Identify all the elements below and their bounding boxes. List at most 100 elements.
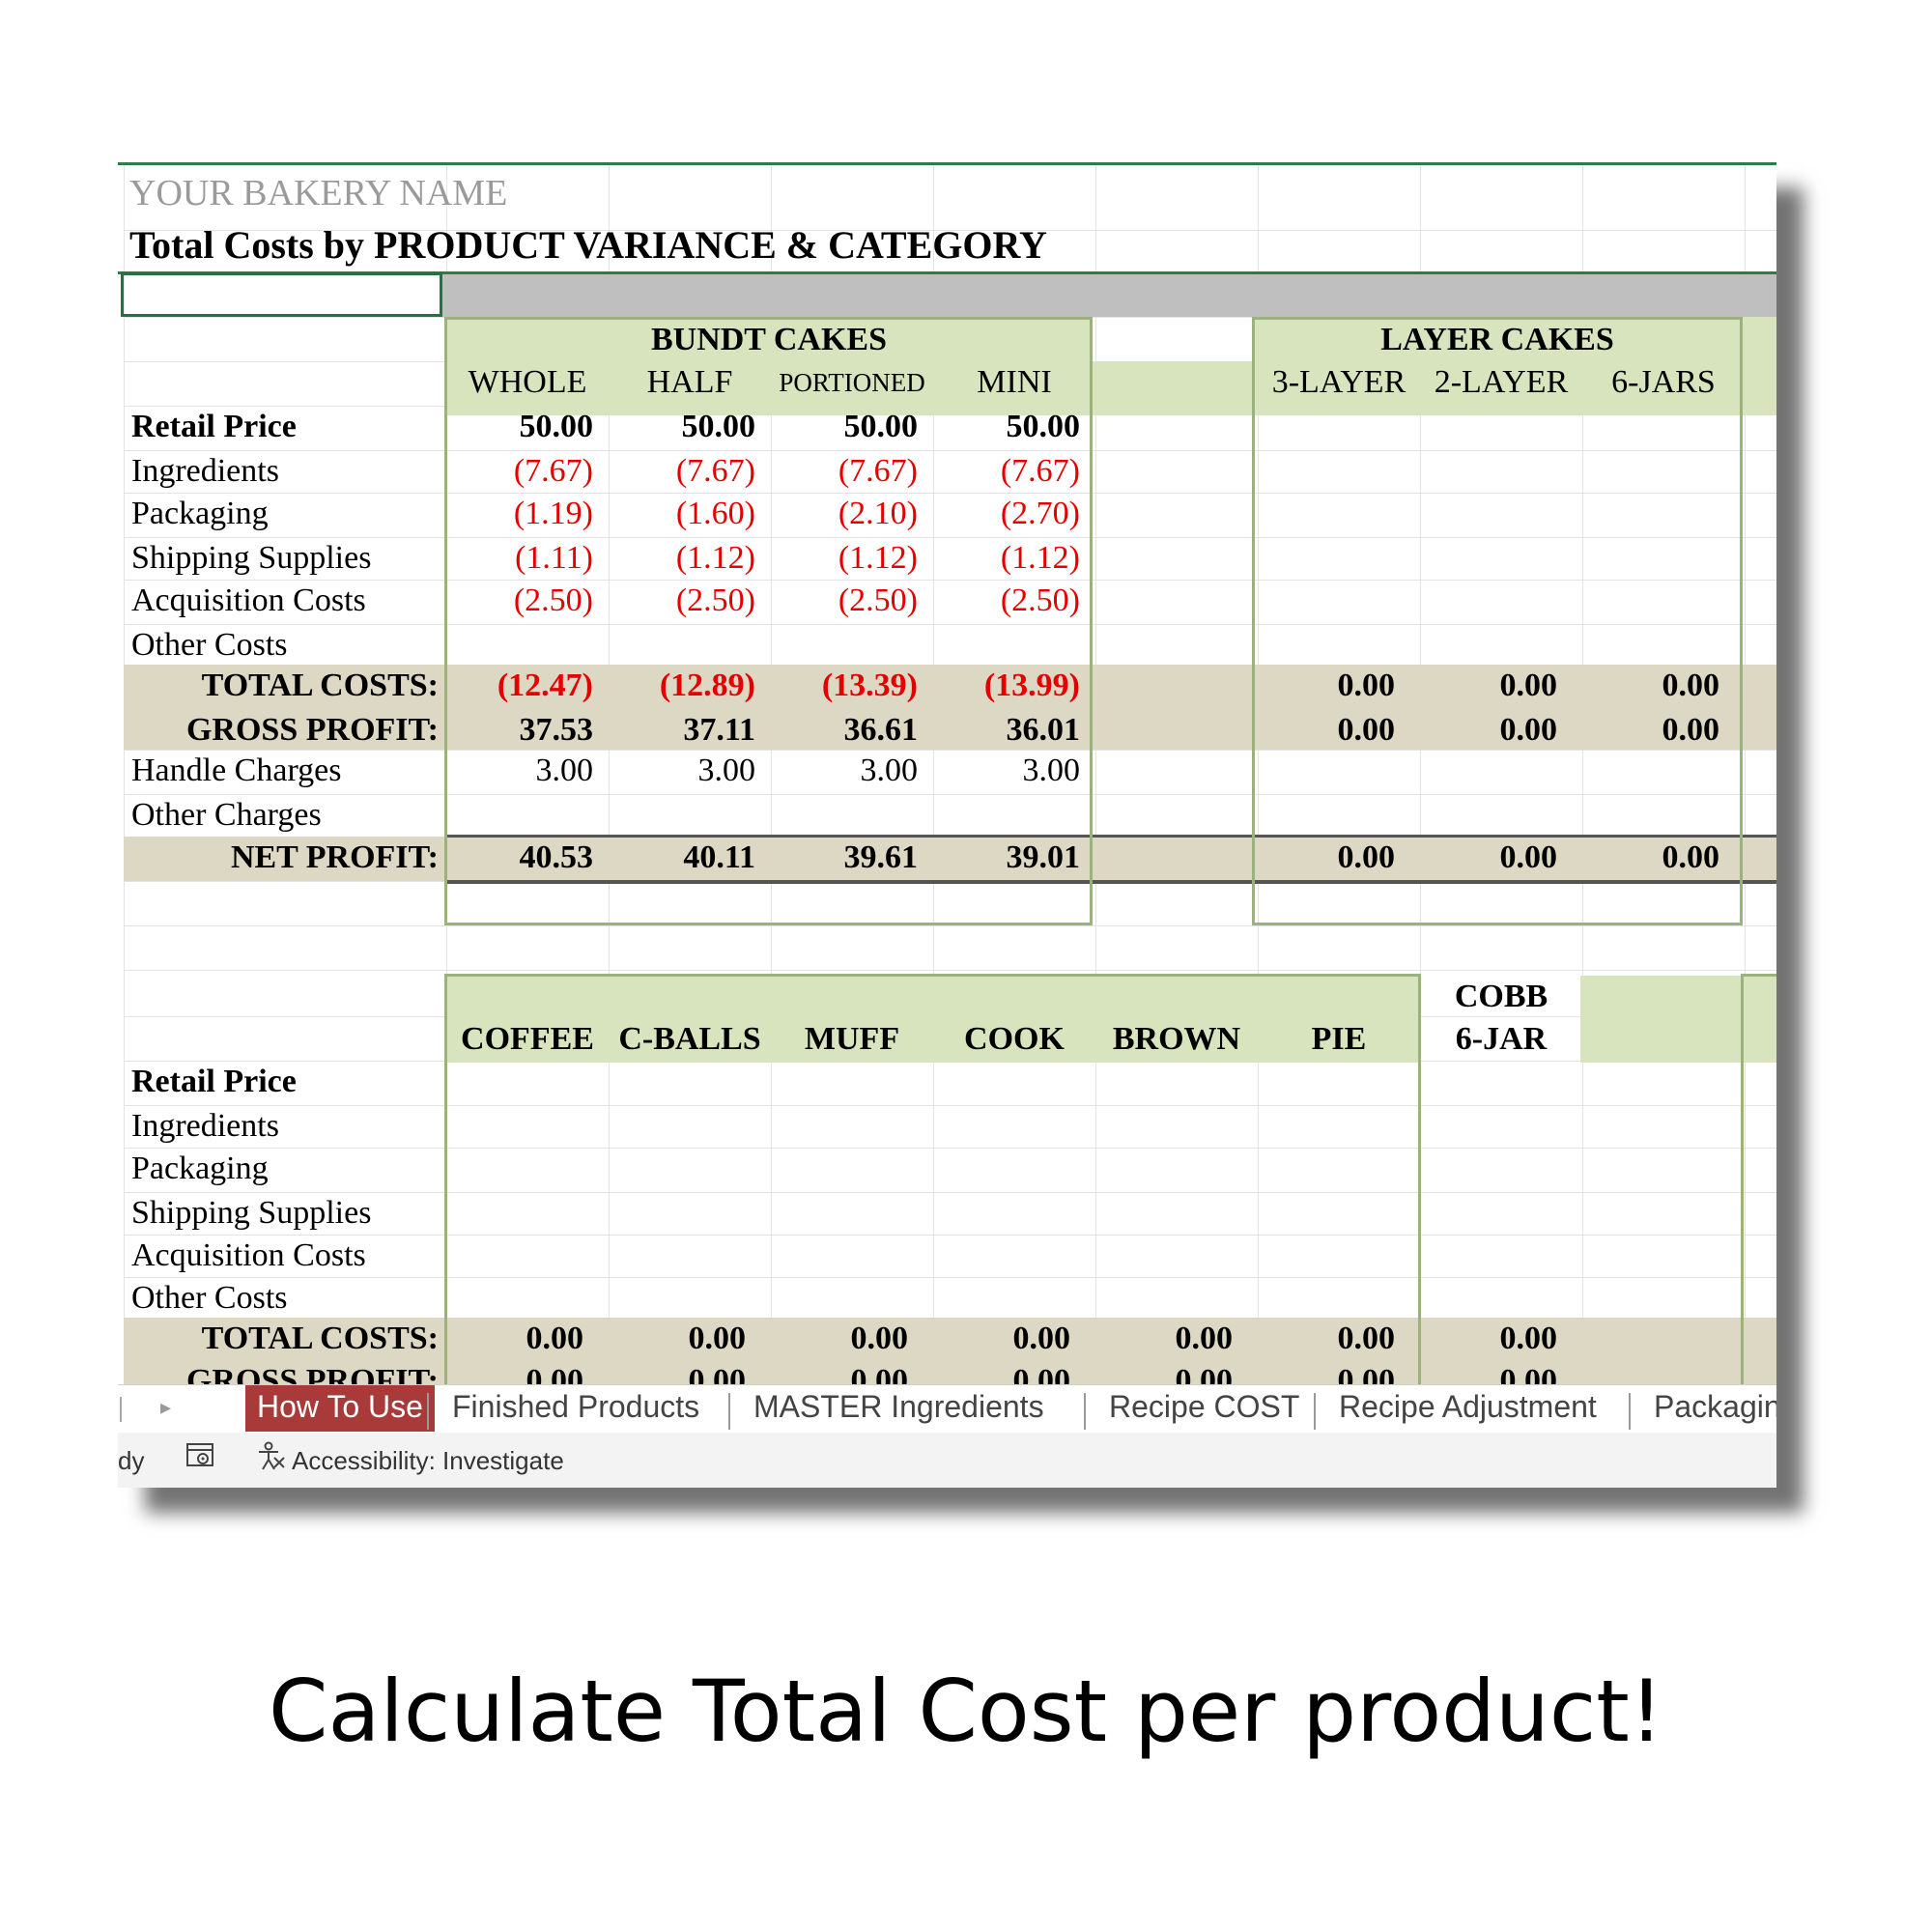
bundt-value-net-profit[interactable]: 39.01 (1006, 839, 1081, 875)
bundt-value-net-profit[interactable]: 40.53 (519, 839, 594, 875)
bundt-value-packaging[interactable]: (2.10) (838, 496, 918, 531)
bundt-value-total-costs[interactable]: (12.47) (497, 668, 593, 703)
tab-recipe-cost[interactable]: Recipe COST (1109, 1389, 1300, 1424)
column-header-coffee[interactable]: COFFEE (461, 1021, 594, 1057)
row-label-other-charges[interactable]: Other Charges (131, 797, 322, 833)
layer-cakes-header[interactable]: LAYER CAKES (1380, 322, 1614, 357)
bundt-value-ingredients[interactable]: (7.67) (513, 453, 593, 489)
layer-value-gross-profit[interactable]: 0.00 (1337, 712, 1396, 748)
bundt-value-acquisition[interactable]: (2.50) (513, 582, 593, 618)
layer-value-total-costs[interactable]: 0.00 (1337, 668, 1396, 703)
tab-packaging[interactable]: Packagin (1654, 1389, 1776, 1424)
layer-value-total-costs[interactable]: 0.00 (1499, 668, 1558, 703)
bundt-value-gross-profit[interactable]: 36.01 (1006, 712, 1081, 748)
row-label-shipping[interactable]: Shipping Supplies (131, 1195, 372, 1231)
bundt-value-handle[interactable]: 3.00 (697, 753, 756, 788)
sheet-title[interactable]: Total Costs by PRODUCT VARIANCE & CATEGO… (129, 223, 1047, 267)
cobb-header-top[interactable]: COBB (1454, 979, 1548, 1014)
bundt-value-acquisition[interactable]: (2.50) (1000, 582, 1080, 618)
bundt-value-net-profit[interactable]: 39.61 (843, 839, 919, 875)
bundt-value-total-costs[interactable]: (13.99) (983, 668, 1080, 703)
table2-value-total-costs[interactable]: 0.00 (1012, 1321, 1071, 1356)
column-header-brown[interactable]: BROWN (1112, 1021, 1241, 1057)
bundt-value-ingredients[interactable]: (7.67) (675, 453, 755, 489)
accessibility-icon[interactable] (255, 1440, 286, 1471)
bundt-value-retail[interactable]: 50.00 (843, 409, 919, 444)
tab-recipe-adjustment[interactable]: Recipe Adjustment (1339, 1389, 1597, 1424)
tab-master-ingredients[interactable]: MASTER Ingredients (753, 1389, 1044, 1424)
row-label-other-costs[interactable]: Other Costs (131, 627, 288, 663)
bundt-value-ingredients[interactable]: (7.67) (838, 453, 918, 489)
bundt-value-acquisition[interactable]: (2.50) (675, 582, 755, 618)
bundt-value-shipping[interactable]: (1.12) (1000, 540, 1080, 576)
bundt-value-shipping[interactable]: (1.11) (515, 540, 593, 576)
layer-value-gross-profit[interactable]: 0.00 (1499, 712, 1558, 748)
accessibility-status[interactable]: Accessibility: Investigate (292, 1446, 564, 1475)
bundt-value-gross-profit[interactable]: 37.53 (519, 712, 594, 748)
column-header-half[interactable]: HALF (646, 364, 733, 400)
row-label-packaging[interactable]: Packaging (131, 1151, 269, 1186)
bundt-value-shipping[interactable]: (1.12) (675, 540, 755, 576)
bundt-value-gross-profit[interactable]: 36.61 (843, 712, 919, 748)
tab-how-to-use[interactable]: How To Use (245, 1385, 435, 1432)
row-label-gross-profit[interactable]: GROSS PROFIT: (185, 712, 439, 748)
bundt-value-handle[interactable]: 3.00 (1022, 753, 1081, 788)
layer-value-net-profit[interactable]: 0.00 (1499, 839, 1558, 875)
row-label-retail[interactable]: Retail Price (131, 409, 297, 444)
row-label-total-costs[interactable]: TOTAL COSTS: (201, 1321, 439, 1356)
row-label-ingredients[interactable]: Ingredients (131, 1108, 279, 1144)
row-label-handle[interactable]: Handle Charges (131, 753, 342, 788)
table2-value-gross-profit[interactable]: 0.00 (1499, 1363, 1558, 1384)
column-header-portioned[interactable]: PORTIONED (779, 368, 925, 397)
bundt-value-shipping[interactable]: (1.12) (838, 540, 918, 576)
row-label-packaging[interactable]: Packaging (131, 496, 269, 531)
page-view-icon[interactable] (185, 1442, 214, 1469)
bundt-value-handle[interactable]: 3.00 (535, 753, 594, 788)
bundt-value-retail[interactable]: 50.00 (1006, 409, 1081, 444)
column-header-2-layer[interactable]: 2-LAYER (1434, 364, 1569, 400)
table2-value-gross-profit[interactable]: 0.00 (1012, 1363, 1071, 1384)
row-label-total-costs[interactable]: TOTAL COSTS: (201, 668, 439, 703)
row-label-net-profit[interactable]: NET PROFIT: (230, 839, 439, 875)
row-label-ingredients[interactable]: Ingredients (131, 453, 279, 489)
bundt-value-packaging[interactable]: (2.70) (1000, 496, 1080, 531)
row-label-acquisition[interactable]: Acquisition Costs (131, 1237, 366, 1273)
layer-value-gross-profit[interactable]: 0.00 (1662, 712, 1720, 748)
layer-value-total-costs[interactable]: 0.00 (1662, 668, 1720, 703)
column-header-mini[interactable]: MINI (977, 364, 1052, 400)
row-label-gross-profit[interactable]: GROSS PROFIT: (185, 1363, 439, 1384)
table2-value-total-costs[interactable]: 0.00 (1499, 1321, 1558, 1356)
worksheet-grid[interactable]: YOUR BAKERY NAME Total Costs by PRODUCT … (118, 162, 1776, 1384)
column-header-3-layer[interactable]: 3-LAYER (1271, 364, 1406, 400)
bundt-cakes-header[interactable]: BUNDT CAKES (650, 322, 888, 357)
bundt-value-ingredients[interactable]: (7.67) (1000, 453, 1080, 489)
row-label-retail[interactable]: Retail Price (131, 1064, 297, 1099)
tab-finished-products[interactable]: Finished Products (452, 1389, 700, 1424)
bundt-value-retail[interactable]: 50.00 (519, 409, 594, 444)
row-label-other-costs[interactable]: Other Costs (131, 1280, 288, 1316)
bundt-value-total-costs[interactable]: (12.89) (659, 668, 755, 703)
row-label-shipping[interactable]: Shipping Supplies (131, 540, 372, 576)
column-header-pie[interactable]: PIE (1311, 1021, 1367, 1057)
column-header-6-jars[interactable]: 6-JARS (1611, 364, 1716, 400)
tab-scroll-right-icon[interactable]: ▸ (160, 1395, 172, 1419)
column-header-c-balls[interactable]: C-BALLS (618, 1021, 761, 1057)
column-header-muff[interactable]: MUFF (804, 1021, 900, 1057)
bakery-name-cell[interactable]: YOUR BAKERY NAME (129, 173, 508, 213)
row-label-acquisition[interactable]: Acquisition Costs (131, 582, 366, 618)
table2-value-gross-profit[interactable]: 0.00 (1175, 1363, 1234, 1384)
table2-value-gross-profit[interactable]: 0.00 (526, 1363, 584, 1384)
table2-value-total-costs[interactable]: 0.00 (526, 1321, 584, 1356)
table2-value-total-costs[interactable]: 0.00 (850, 1321, 909, 1356)
bundt-value-packaging[interactable]: (1.19) (513, 496, 593, 531)
column-header-6-jar[interactable]: 6-JAR (1455, 1021, 1548, 1057)
layer-value-net-profit[interactable]: 0.00 (1662, 839, 1720, 875)
table2-value-gross-profit[interactable]: 0.00 (688, 1363, 747, 1384)
bundt-value-packaging[interactable]: (1.60) (675, 496, 755, 531)
bundt-value-retail[interactable]: 50.00 (681, 409, 756, 444)
selected-cell[interactable] (121, 272, 442, 317)
bundt-value-acquisition[interactable]: (2.50) (838, 582, 918, 618)
bundt-value-handle[interactable]: 3.00 (860, 753, 919, 788)
bundt-value-gross-profit[interactable]: 37.11 (683, 712, 755, 748)
layer-value-net-profit[interactable]: 0.00 (1337, 839, 1396, 875)
